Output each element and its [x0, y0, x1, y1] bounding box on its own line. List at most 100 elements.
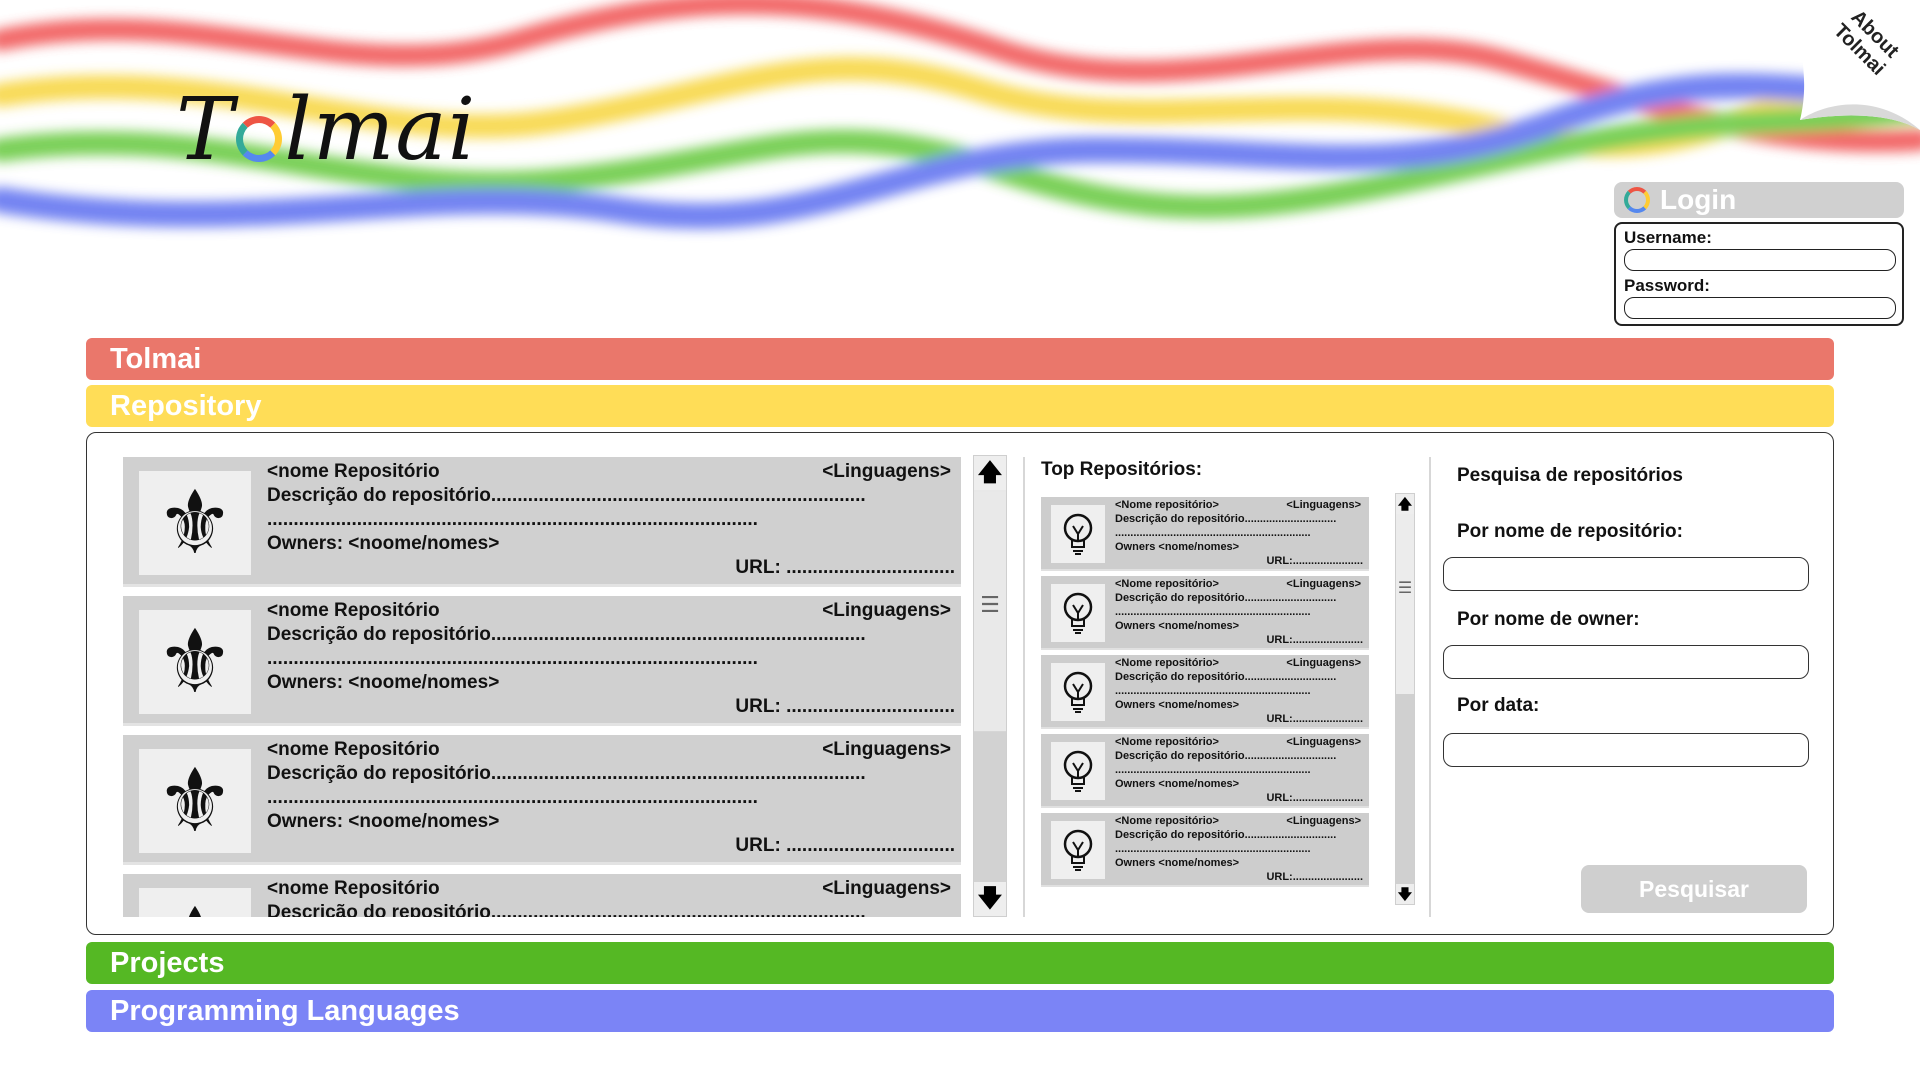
- scroll-down-arrow-icon[interactable]: 🡇: [1396, 884, 1414, 904]
- column-divider: [1429, 457, 1431, 917]
- repository-description-cont: ........................................…: [267, 509, 758, 530]
- login-title: Login: [1660, 184, 1737, 215]
- top-repository-description: Descrição do repositório................…: [1115, 829, 1337, 841]
- fleur-de-lis-icon: ⚜: [139, 610, 251, 714]
- repository-card[interactable]: ⚜ <nome Repositório <Linguagens> Descriç…: [123, 735, 961, 865]
- top-repository-description-cont: ........................................…: [1115, 764, 1311, 776]
- top-repository-owners: Owners <nome/nomes>: [1115, 699, 1240, 711]
- search-by-owner-input[interactable]: [1443, 645, 1809, 679]
- top-repository-card[interactable]: <Nome repositório> <Linguagens> Descriçã…: [1041, 576, 1369, 650]
- scrollbar-grip-icon: ☰: [1397, 580, 1413, 597]
- repository-name: <nome Repositório: [267, 461, 440, 482]
- lightbulb-icon: [1051, 584, 1105, 642]
- repository-owners: Owners: <noome/nomes>: [267, 533, 500, 554]
- login-ring-icon: [1624, 187, 1650, 213]
- top-repository-card[interactable]: <Nome repositório> <Linguagens> Descriçã…: [1041, 813, 1369, 887]
- repository-name: <nome Repositório: [267, 878, 440, 899]
- column-divider: [1023, 457, 1025, 917]
- scrollbar-thumb[interactable]: [974, 492, 1006, 732]
- repository-languages: <Linguagens>: [822, 600, 951, 621]
- scrollbar-grip-icon: ☰: [980, 592, 1000, 617]
- about-page-curl[interactable]: [1790, 0, 1920, 130]
- top-repository-description-cont: ........................................…: [1115, 606, 1311, 618]
- username-input[interactable]: [1624, 249, 1896, 271]
- lightbulb-icon: [1051, 663, 1105, 721]
- top-repository-description-cont: ........................................…: [1115, 685, 1311, 697]
- repository-card[interactable]: ⚜ <nome Repositório <Linguagens> Descriç…: [123, 457, 961, 587]
- top-repository-description-cont: ........................................…: [1115, 843, 1311, 855]
- top-repository-owners: Owners <nome/nomes>: [1115, 857, 1240, 869]
- top-repository-owners: Owners <nome/nomes>: [1115, 620, 1240, 632]
- top-repository-card[interactable]: <Nome repositório> <Linguagens> Descriçã…: [1041, 497, 1369, 571]
- scrollbar-thumb[interactable]: [1396, 514, 1414, 694]
- top-repository-url[interactable]: URL:.......................: [1266, 871, 1363, 883]
- repository-name: <nome Repositório: [267, 739, 440, 760]
- section-bar-projects[interactable]: Projects: [86, 942, 1834, 984]
- top-repository-languages: <Linguagens>: [1286, 815, 1361, 827]
- repository-languages: <Linguagens>: [822, 461, 951, 482]
- search-title: Pesquisa de repositórios: [1457, 465, 1683, 486]
- section-bar-tolmai[interactable]: Tolmai: [86, 338, 1834, 380]
- scroll-up-arrow-icon[interactable]: 🡅: [1396, 494, 1414, 514]
- fleur-de-lis-icon: ⚜: [139, 749, 251, 853]
- repository-description: Descrição do repositório................…: [267, 485, 866, 506]
- top-repository-url[interactable]: URL:.......................: [1266, 634, 1363, 646]
- top-repository-owners: Owners <nome/nomes>: [1115, 778, 1240, 790]
- repository-description-cont: ........................................…: [267, 648, 758, 669]
- repository-url[interactable]: URL: ................................: [735, 696, 955, 717]
- scrollbar-track[interactable]: [1396, 694, 1414, 884]
- login-header[interactable]: Login: [1614, 182, 1904, 218]
- section-bar-programming-languages[interactable]: Programming Languages: [86, 990, 1834, 1032]
- top-repositories-list[interactable]: <Nome repositório> <Linguagens> Descriçã…: [1041, 497, 1371, 897]
- top-repository-url[interactable]: URL:.......................: [1266, 792, 1363, 804]
- username-label: Username:: [1624, 228, 1712, 247]
- password-label: Password:: [1624, 276, 1710, 295]
- search-by-repo-name-input[interactable]: [1443, 557, 1809, 591]
- repository-list-scrollbar[interactable]: 🡅 ☰ 🡇: [973, 455, 1007, 917]
- top-repository-description: Descrição do repositório................…: [1115, 513, 1337, 525]
- repository-languages: <Linguagens>: [822, 878, 951, 899]
- top-repositories-scrollbar[interactable]: 🡅 ☰ 🡇: [1395, 493, 1415, 905]
- top-repositories-title: Top Repositórios:: [1041, 459, 1203, 480]
- repository-panel: ⚜ <nome Repositório <Linguagens> Descriç…: [86, 432, 1834, 935]
- repository-description: Descrição do repositório................…: [267, 763, 866, 784]
- top-repository-url[interactable]: URL:.......................: [1266, 555, 1363, 567]
- repository-description-cont: ........................................…: [267, 787, 758, 808]
- password-input[interactable]: [1624, 297, 1896, 319]
- header-wave-decoration: [0, 0, 1920, 230]
- top-repository-languages: <Linguagens>: [1286, 657, 1361, 669]
- top-repository-name: <Nome repositório>: [1115, 815, 1219, 827]
- top-repository-name: <Nome repositório>: [1115, 578, 1219, 590]
- repository-url[interactable]: URL: ................................: [735, 835, 955, 856]
- section-bar-repository[interactable]: Repository: [86, 385, 1834, 427]
- scroll-up-arrow-icon[interactable]: 🡅: [974, 456, 1006, 490]
- top-repository-card[interactable]: <Nome repositório> <Linguagens> Descriçã…: [1041, 655, 1369, 729]
- fleur-de-lis-icon: ⚜: [139, 471, 251, 575]
- repository-card[interactable]: ⚜ <nome Repositório <Linguagens> Descriç…: [123, 874, 961, 917]
- logo-text-prefix: T: [176, 80, 235, 180]
- search-by-repo-name-label: Por nome de repositório:: [1457, 521, 1683, 542]
- scroll-down-arrow-icon[interactable]: 🡇: [974, 882, 1006, 916]
- repository-description: Descrição do repositório................…: [267, 902, 866, 917]
- repository-name: <nome Repositório: [267, 600, 440, 621]
- top-repository-languages: <Linguagens>: [1286, 736, 1361, 748]
- top-repository-url[interactable]: URL:.......................: [1266, 713, 1363, 725]
- search-by-date-input[interactable]: [1443, 733, 1809, 767]
- lightbulb-icon: [1051, 742, 1105, 800]
- repository-card[interactable]: ⚜ <nome Repositório <Linguagens> Descriç…: [123, 596, 961, 726]
- top-repository-card[interactable]: <Nome repositório> <Linguagens> Descriçã…: [1041, 734, 1369, 808]
- search-button[interactable]: Pesquisar: [1581, 865, 1807, 913]
- lightbulb-icon: [1051, 505, 1105, 563]
- repository-list[interactable]: ⚜ <nome Repositório <Linguagens> Descriç…: [123, 457, 963, 917]
- top-repository-languages: <Linguagens>: [1286, 578, 1361, 590]
- top-repository-owners: Owners <nome/nomes>: [1115, 541, 1240, 553]
- lightbulb-icon: [1051, 821, 1105, 879]
- repository-url[interactable]: URL: ................................: [735, 557, 955, 578]
- top-repository-name: <Nome repositório>: [1115, 657, 1219, 669]
- search-by-owner-label: Por nome de owner:: [1457, 609, 1640, 630]
- repository-owners: Owners: <noome/nomes>: [267, 672, 500, 693]
- top-repository-description: Descrição do repositório................…: [1115, 671, 1337, 683]
- scrollbar-track[interactable]: [974, 732, 1006, 882]
- top-repository-name: <Nome repositório>: [1115, 736, 1219, 748]
